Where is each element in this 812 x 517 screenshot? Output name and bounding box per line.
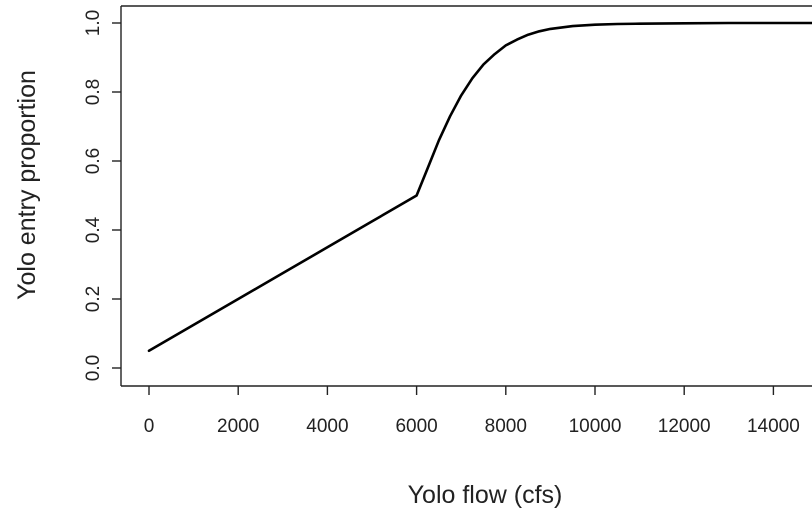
y-tick-label: 1.0 (83, 10, 104, 36)
y-axis-title: Yolo entry proportion (13, 70, 41, 300)
series-group (147, 21, 812, 353)
x-axis-title: Yolo flow (cfs) (408, 481, 563, 509)
x-tick-label: 0 (144, 416, 155, 437)
x-tick-label: 12000 (658, 416, 711, 437)
x-tick-label: 6000 (395, 416, 437, 437)
plot-frame (120, 5, 812, 387)
x-axis: 0 2000 4000 6000 8000 10000 12000 14000 (144, 386, 800, 437)
y-tick-label: 0.6 (83, 148, 104, 174)
series-line-0 (147, 21, 812, 353)
x-tick-label: 4000 (306, 416, 348, 437)
y-tick-label: 0.0 (83, 355, 104, 381)
y-tick-label: 0.2 (83, 286, 104, 312)
x-tick-label: 8000 (485, 416, 527, 437)
x-tick-label: 10000 (569, 416, 622, 437)
y-tick-label: 0.8 (83, 79, 104, 105)
x-tick-label: 2000 (217, 416, 259, 437)
x-tick-label: 14000 (747, 416, 800, 437)
y-tick-label: 0.4 (83, 216, 104, 243)
y-axis: 0.0 0.2 0.4 0.6 0.8 1.0 (83, 10, 121, 381)
